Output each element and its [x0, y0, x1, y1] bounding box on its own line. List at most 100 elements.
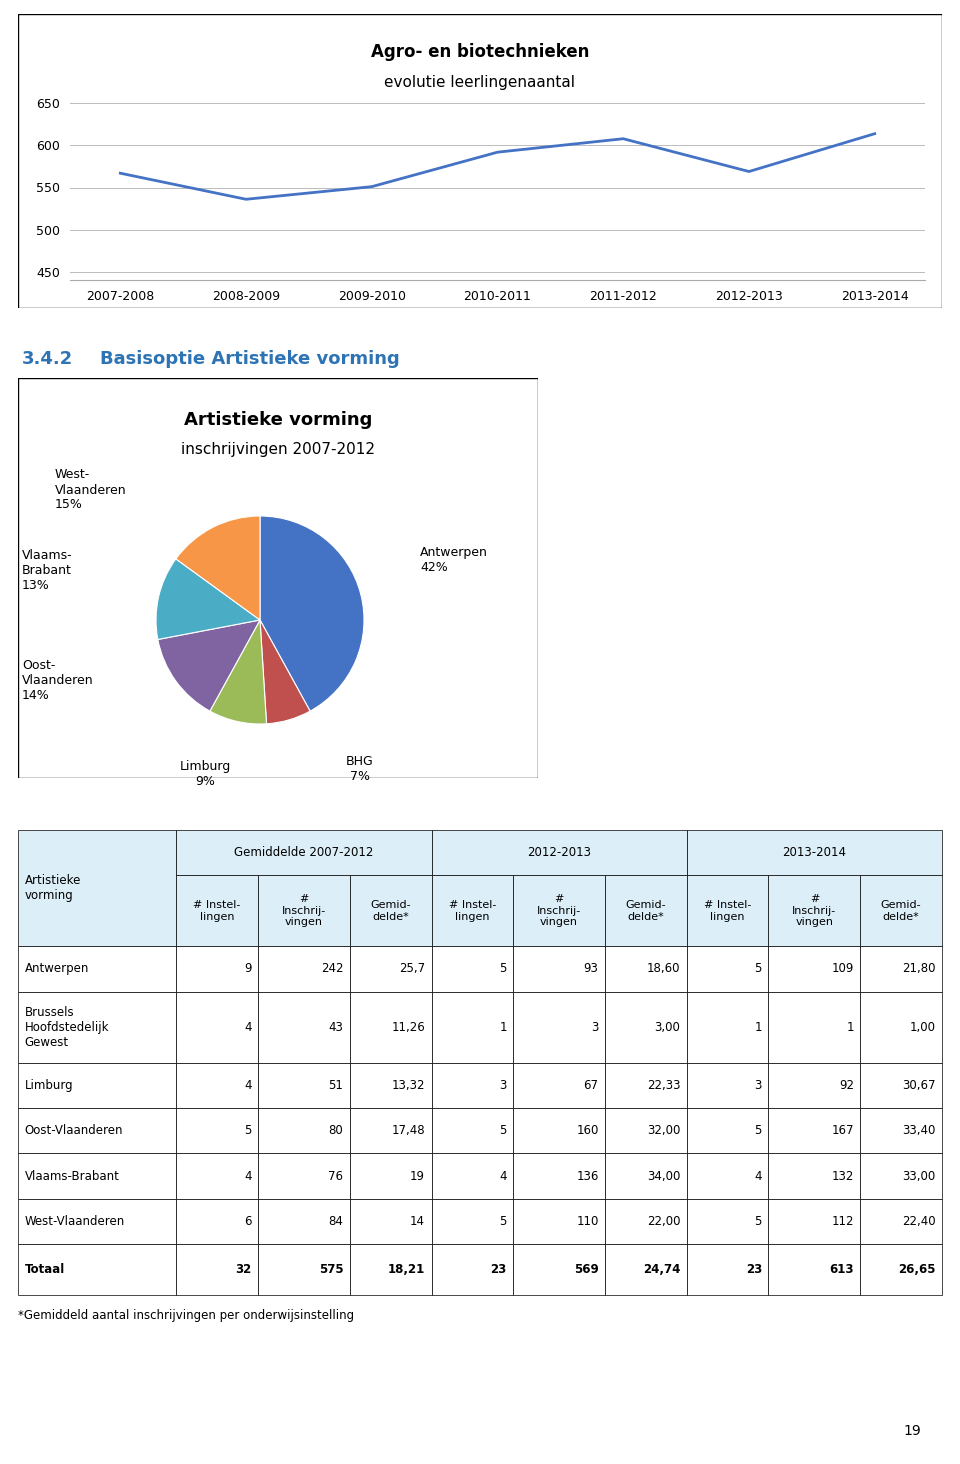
Text: 22,33: 22,33: [647, 1079, 681, 1092]
Text: # Instel-
lingen: # Instel- lingen: [448, 900, 496, 922]
Text: 3: 3: [591, 1020, 599, 1034]
Text: BHG
7%: BHG 7%: [347, 755, 373, 783]
Bar: [177, 1063, 258, 1108]
Text: 21,80: 21,80: [902, 962, 936, 975]
Text: 4: 4: [755, 1170, 762, 1183]
Text: 43: 43: [328, 1020, 344, 1034]
Text: #
Inschrij-
vingen: # Inschrij- vingen: [281, 895, 326, 928]
Text: Antwerpen: Antwerpen: [24, 962, 89, 975]
Bar: [768, 991, 860, 1063]
Bar: [349, 1199, 431, 1244]
Bar: [431, 830, 686, 875]
Bar: [768, 1244, 860, 1296]
Bar: [431, 1108, 514, 1154]
Text: 2012-2013: 2012-2013: [527, 846, 591, 859]
Text: 5: 5: [244, 1124, 252, 1138]
Bar: [258, 1063, 349, 1108]
Bar: [860, 1244, 942, 1296]
Text: 167: 167: [831, 1124, 853, 1138]
Bar: [768, 875, 860, 946]
Text: 51: 51: [328, 1079, 344, 1092]
Text: 92: 92: [839, 1079, 853, 1092]
Bar: [768, 1063, 860, 1108]
Bar: [431, 875, 514, 946]
Bar: [18, 1154, 177, 1199]
Text: West-
Vlaanderen
15%: West- Vlaanderen 15%: [55, 468, 127, 511]
Text: Totaal: Totaal: [24, 1263, 64, 1277]
Text: 160: 160: [576, 1124, 599, 1138]
Bar: [860, 1199, 942, 1244]
Bar: [258, 1108, 349, 1154]
Text: Gemid-
delde*: Gemid- delde*: [881, 900, 922, 922]
Bar: [605, 1244, 686, 1296]
Bar: [349, 875, 431, 946]
Bar: [860, 875, 942, 946]
Bar: [605, 1199, 686, 1244]
Text: 33,00: 33,00: [902, 1170, 936, 1183]
Text: 19: 19: [904, 1423, 922, 1438]
Text: 1: 1: [499, 1020, 507, 1034]
Bar: [605, 1154, 686, 1199]
Text: 242: 242: [321, 962, 344, 975]
Bar: [686, 830, 942, 875]
Text: Oost-
Vlaanderen
14%: Oost- Vlaanderen 14%: [22, 659, 94, 701]
Bar: [18, 1063, 177, 1108]
Bar: [605, 991, 686, 1063]
Text: 25,7: 25,7: [399, 962, 425, 975]
Text: 14: 14: [410, 1215, 425, 1228]
Text: 613: 613: [829, 1263, 853, 1277]
Bar: [605, 946, 686, 991]
Text: 575: 575: [319, 1263, 344, 1277]
Bar: [18, 1244, 177, 1296]
Bar: [18, 1199, 177, 1244]
Wedge shape: [260, 619, 310, 723]
Text: 5: 5: [499, 962, 507, 975]
Text: 1,00: 1,00: [909, 1020, 936, 1034]
Bar: [768, 946, 860, 991]
Text: Vlaams-
Brabant
13%: Vlaams- Brabant 13%: [22, 549, 73, 591]
Bar: [686, 875, 768, 946]
Bar: [177, 1244, 258, 1296]
Bar: [177, 1199, 258, 1244]
Bar: [431, 991, 514, 1063]
Bar: [177, 830, 431, 875]
Text: Gemid-
delde*: Gemid- delde*: [626, 900, 666, 922]
Bar: [349, 991, 431, 1063]
Wedge shape: [260, 515, 364, 712]
Bar: [431, 1199, 514, 1244]
Wedge shape: [156, 559, 260, 640]
Bar: [860, 946, 942, 991]
Text: 11,26: 11,26: [392, 1020, 425, 1034]
Text: 136: 136: [576, 1170, 599, 1183]
Text: 34,00: 34,00: [647, 1170, 681, 1183]
Bar: [686, 1154, 768, 1199]
Text: Brussels
Hoofdstedelijk
Gewest: Brussels Hoofdstedelijk Gewest: [24, 1006, 109, 1048]
Text: 80: 80: [328, 1124, 344, 1138]
Bar: [514, 991, 605, 1063]
Text: 22,40: 22,40: [901, 1215, 936, 1228]
Text: 4: 4: [244, 1079, 252, 1092]
Bar: [860, 1154, 942, 1199]
Text: evolutie leerlingenaantal: evolutie leerlingenaantal: [385, 75, 575, 89]
Bar: [177, 1108, 258, 1154]
Text: 110: 110: [576, 1215, 599, 1228]
Text: Gemiddelde 2007-2012: Gemiddelde 2007-2012: [234, 846, 373, 859]
Bar: [431, 1063, 514, 1108]
Bar: [18, 830, 177, 946]
Text: #
Inschrij-
vingen: # Inschrij- vingen: [537, 895, 581, 928]
Text: 112: 112: [831, 1215, 853, 1228]
Bar: [686, 1199, 768, 1244]
Bar: [18, 991, 177, 1063]
Bar: [605, 1063, 686, 1108]
Text: 3: 3: [755, 1079, 762, 1092]
Bar: [258, 1154, 349, 1199]
Text: 33,40: 33,40: [902, 1124, 936, 1138]
Text: 3,00: 3,00: [655, 1020, 681, 1034]
Bar: [258, 1199, 349, 1244]
Text: 4: 4: [244, 1170, 252, 1183]
Text: 17,48: 17,48: [392, 1124, 425, 1138]
Text: 5: 5: [755, 1124, 762, 1138]
Wedge shape: [176, 515, 260, 619]
Bar: [177, 946, 258, 991]
Text: 23: 23: [491, 1263, 507, 1277]
